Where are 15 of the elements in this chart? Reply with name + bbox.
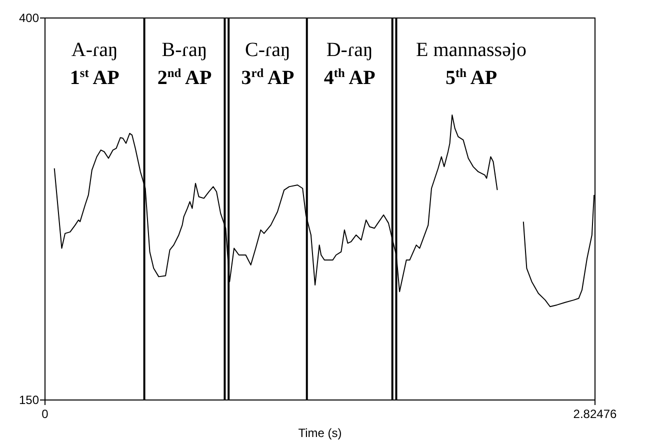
y-tick-label: 150 [18, 393, 40, 408]
annotation: 2$^{nd}$ AP [157, 66, 212, 89]
annotation: 5$^{th}$ AP [445, 66, 498, 89]
x-tick-label: 2.82476 [573, 407, 618, 421]
x-tick-label: 0 [42, 407, 49, 421]
annotation: 4$^{th}$ AP [324, 66, 376, 89]
y-tick-label: 400 [18, 11, 40, 26]
annotation: 1$^{st}$ AP [70, 66, 120, 89]
annotation: D-ɾaŋ [326, 39, 373, 61]
annotation: C-ɾaŋ [245, 39, 290, 61]
annotation: A-ɾaŋ [71, 39, 118, 61]
annotation: E mannassəjo [416, 39, 527, 61]
annotation: 3$^{rd}$ AP [241, 66, 294, 89]
x-axis-title: Time (s) [298, 426, 342, 440]
annotation: B-ɾaŋ [162, 39, 208, 61]
